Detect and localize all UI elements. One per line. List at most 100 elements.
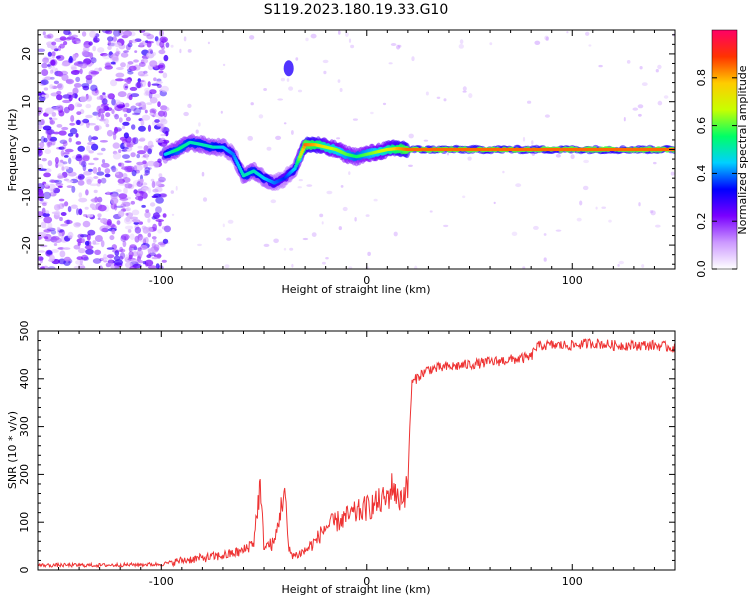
noise-speckle — [145, 90, 150, 96]
noise-speckle — [153, 77, 157, 82]
noise-speckle — [147, 248, 152, 252]
noise-speckle — [90, 71, 100, 75]
noise-speckle — [53, 204, 61, 211]
noise-speckle — [75, 260, 83, 265]
noise-speckle — [115, 78, 124, 82]
noise-speckle — [79, 62, 88, 69]
background-speckle — [663, 95, 669, 99]
noise-speckle — [60, 159, 64, 163]
noise-speckle — [106, 191, 110, 195]
noise-speckle — [129, 233, 135, 240]
track-core — [301, 147, 305, 152]
noise-speckle — [42, 31, 46, 36]
noise-speckle — [149, 202, 156, 207]
noise-speckle — [130, 105, 137, 111]
background-speckle — [637, 104, 644, 109]
noise-speckle — [90, 57, 97, 64]
snr-panel: -100 0 100 0 100 200 300 400 500 Height of strai… — [6, 321, 676, 596]
background-speckle — [522, 266, 526, 269]
noise-speckle — [122, 208, 127, 212]
noise-speckle — [139, 178, 144, 184]
noise-speckle — [161, 226, 168, 230]
noise-speckle — [147, 167, 152, 170]
noise-speckle — [151, 256, 159, 260]
noise-speckle — [151, 236, 157, 240]
background-speckle — [429, 210, 433, 213]
noise-speckle — [96, 171, 105, 176]
noise-speckle — [83, 171, 92, 176]
noise-speckle — [68, 31, 72, 36]
noise-speckle — [104, 168, 111, 174]
noise-speckle — [125, 216, 131, 222]
background-speckle — [544, 114, 550, 118]
noise-speckle — [133, 189, 138, 194]
spectrogram-noise-region — [38, 30, 675, 269]
noise-speckle — [112, 36, 117, 42]
noise-speckle — [77, 61, 85, 65]
noise-speckle — [57, 247, 65, 250]
noise-speckle — [85, 189, 89, 196]
background-speckle — [382, 102, 387, 106]
noise-speckle — [96, 152, 104, 156]
background-speckle — [319, 213, 324, 218]
noise-speckle — [138, 221, 143, 225]
noise-speckle — [39, 201, 48, 205]
noise-speckle — [59, 36, 67, 41]
noise-speckle — [38, 183, 45, 191]
noise-speckle — [131, 219, 141, 223]
background-speckle — [618, 260, 624, 265]
background-speckle — [311, 232, 317, 238]
noise-speckle — [50, 235, 60, 241]
snr-background — [38, 331, 675, 570]
noise-speckle — [146, 254, 152, 259]
noise-speckle — [41, 69, 49, 76]
noise-speckle — [81, 31, 87, 37]
background-speckle — [566, 31, 569, 34]
noise-speckle — [135, 196, 144, 201]
noise-speckle — [63, 30, 71, 36]
noise-speckle — [112, 56, 119, 62]
noise-speckle — [81, 238, 86, 244]
noise-speckle — [79, 234, 89, 238]
noise-speckle — [73, 244, 81, 250]
background-speckle — [286, 78, 290, 82]
noise-speckle — [106, 219, 112, 226]
noise-speckle — [46, 250, 53, 255]
noise-speckle — [43, 34, 52, 39]
noise-speckle — [131, 209, 140, 216]
noise-speckle — [147, 218, 151, 223]
noise-speckle — [122, 177, 131, 183]
noise-speckle — [64, 148, 74, 153]
noise-speckle — [62, 161, 68, 165]
noise-speckle — [99, 140, 108, 143]
noise-speckle — [160, 105, 168, 111]
noise-speckle — [119, 255, 124, 261]
noise-speckle — [131, 169, 137, 177]
x-tick-label: 0 — [363, 274, 370, 287]
noise-speckle — [46, 129, 55, 135]
noise-speckle — [74, 102, 81, 108]
noise-speckle — [68, 137, 72, 143]
noise-speckle — [145, 226, 153, 233]
noise-speckle — [146, 160, 156, 167]
background-speckle — [220, 110, 223, 114]
background-speckle — [266, 146, 272, 151]
noise-speckle — [115, 172, 120, 176]
noise-speckle — [147, 81, 151, 88]
noise-speckle — [111, 167, 118, 172]
noise-speckle — [106, 129, 114, 137]
background-speckle — [263, 88, 267, 91]
noise-speckle — [78, 248, 86, 254]
noise-speckle — [137, 78, 141, 83]
noise-speckle — [124, 85, 128, 89]
noise-speckle — [158, 173, 163, 178]
noise-speckle — [165, 42, 170, 48]
noise-speckle — [131, 137, 137, 143]
noise-speckle — [138, 236, 147, 243]
noise-speckle — [112, 133, 117, 140]
background-speckle — [582, 185, 589, 191]
background-speckle — [280, 77, 285, 82]
noise-speckle — [65, 78, 74, 85]
